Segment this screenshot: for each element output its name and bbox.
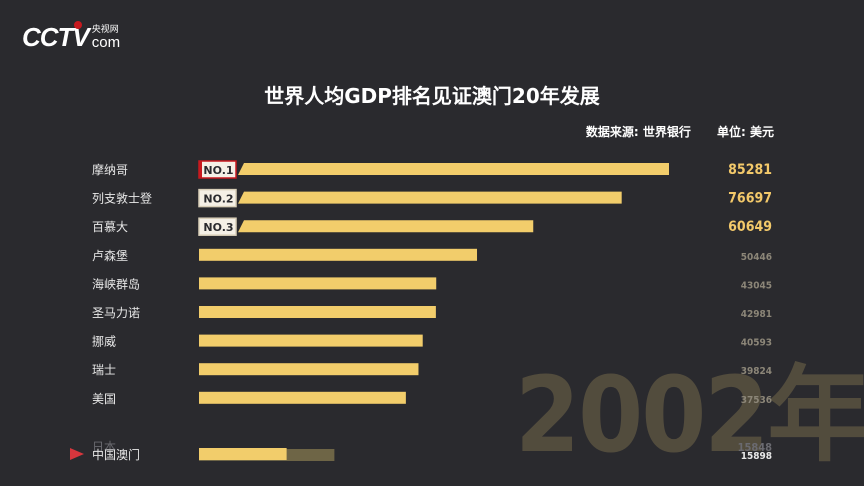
row-2-label: 百慕大 <box>92 220 128 234</box>
row-0-rank-text: NO.1 <box>203 164 233 177</box>
ghost-label: 日本 <box>92 440 116 454</box>
row-2-rank-text: NO.3 <box>203 221 233 234</box>
row-6-bar <box>199 334 423 347</box>
row-1-value: 76697 <box>728 191 772 207</box>
row-0-bar <box>238 163 669 175</box>
row-6-label: 挪威 <box>92 335 116 349</box>
row-9-label: 中国澳门 <box>92 447 140 462</box>
row-0-value: 85281 <box>728 162 772 178</box>
row-4-label: 海峡群岛 <box>92 276 140 291</box>
year-watermark: 2002年 <box>515 354 864 476</box>
row-1-rank-badge <box>198 188 237 208</box>
row-2-bar <box>238 220 534 233</box>
data-source: 数据来源: 世界银行 <box>585 125 691 139</box>
chart-title: 世界人均GDP排名见证澳门20年发展 <box>264 84 600 108</box>
row-3-value: 50446 <box>741 252 772 263</box>
row-5-bar <box>199 306 436 318</box>
row-7-bar <box>199 363 419 376</box>
logo-cn: 央视网 <box>91 25 119 35</box>
row-8-value: 37536 <box>741 395 772 406</box>
row-3-bar <box>199 248 478 261</box>
chart-meta: 数据来源: 世界银行 单位: 美元 <box>586 123 774 140</box>
row-3-label: 卢森堡 <box>92 248 128 263</box>
highlight-marker-icon <box>70 448 84 460</box>
row-2-rank-badge <box>198 217 237 236</box>
row-4-value: 43045 <box>741 280 772 291</box>
row-0-label: 摩纳哥 <box>92 162 128 177</box>
logo-com: com <box>91 34 121 51</box>
rank-badge-accent <box>199 161 202 178</box>
row-5-value: 42981 <box>741 309 772 320</box>
cctv-logo: CCTV 央视网 com <box>22 21 121 51</box>
row-9-bar <box>199 448 287 460</box>
row-8-bar <box>199 391 406 404</box>
row-4-bar <box>199 277 437 290</box>
row-8-label: 美国 <box>92 392 116 406</box>
row-7-value: 39824 <box>741 366 772 377</box>
row-1-bar <box>238 191 622 204</box>
logo-dot <box>74 21 82 29</box>
unit-label: 单位: 美元 <box>717 125 774 139</box>
row-9-value: 15898 <box>741 451 772 462</box>
row-7-label: 瑞士 <box>92 363 116 377</box>
row-5-label: 圣马力诺 <box>92 306 140 320</box>
ghost-value: 15848 <box>738 441 773 454</box>
row-2-value: 60649 <box>728 219 772 235</box>
row-1-label: 列支敦士登 <box>92 191 152 206</box>
row-6-value: 40593 <box>741 338 772 349</box>
row-1-rank-text: NO.2 <box>203 193 233 206</box>
